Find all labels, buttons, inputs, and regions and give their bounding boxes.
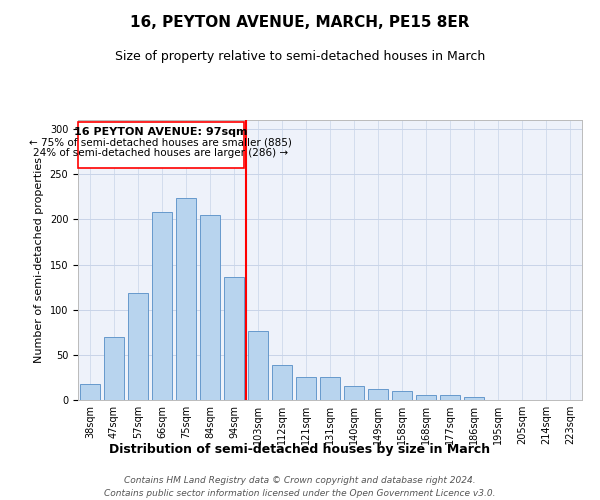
Bar xyxy=(200,215,220,400)
Bar xyxy=(248,332,268,400)
Bar xyxy=(104,337,124,400)
Bar xyxy=(344,386,364,400)
Bar xyxy=(320,376,340,400)
Bar xyxy=(128,292,148,400)
Text: Distribution of semi-detached houses by size in March: Distribution of semi-detached houses by … xyxy=(109,442,491,456)
Text: ← 75% of semi-detached houses are smaller (885): ← 75% of semi-detached houses are smalle… xyxy=(29,137,292,147)
Bar xyxy=(296,376,316,400)
Text: Contains HM Land Registry data © Crown copyright and database right 2024.
Contai: Contains HM Land Registry data © Crown c… xyxy=(104,476,496,498)
Bar xyxy=(368,389,388,400)
Bar xyxy=(272,365,292,400)
Text: Size of property relative to semi-detached houses in March: Size of property relative to semi-detach… xyxy=(115,50,485,63)
FancyBboxPatch shape xyxy=(78,122,244,168)
Bar xyxy=(440,394,460,400)
Bar xyxy=(416,394,436,400)
Bar xyxy=(80,384,100,400)
Text: 24% of semi-detached houses are larger (286) →: 24% of semi-detached houses are larger (… xyxy=(33,148,289,158)
Bar xyxy=(392,391,412,400)
Bar xyxy=(464,398,484,400)
Text: 16 PEYTON AVENUE: 97sqm: 16 PEYTON AVENUE: 97sqm xyxy=(74,127,248,137)
Bar xyxy=(176,198,196,400)
Bar xyxy=(224,277,244,400)
Text: 16, PEYTON AVENUE, MARCH, PE15 8ER: 16, PEYTON AVENUE, MARCH, PE15 8ER xyxy=(130,15,470,30)
Y-axis label: Number of semi-detached properties: Number of semi-detached properties xyxy=(34,157,44,363)
Bar xyxy=(152,212,172,400)
